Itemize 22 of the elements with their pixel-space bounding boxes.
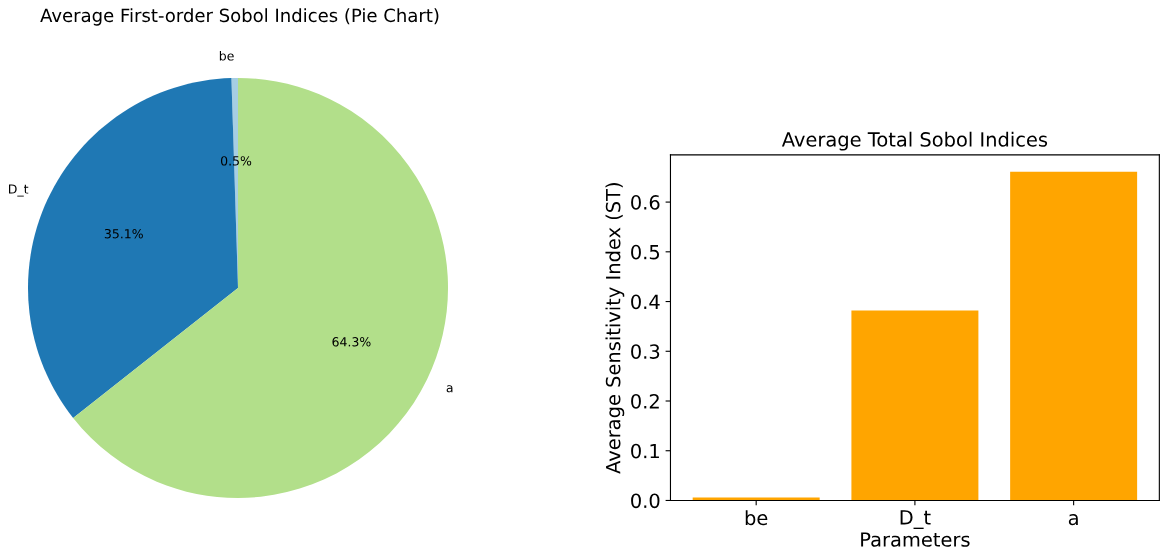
slice-label: be: [219, 50, 234, 61]
x-tick-label: D_t: [900, 510, 931, 530]
y-tick-label: 0.4: [631, 294, 660, 310]
slice-label: a: [446, 385, 453, 393]
bar: [1010, 171, 1138, 501]
y-tick-label: 0.2: [631, 393, 659, 409]
x-tick-label: be: [745, 510, 768, 526]
chart-title: Average First-order Sobol Indices (Pie Chart): [40, 8, 439, 26]
y-tick-label: 0.1: [631, 443, 659, 459]
bar: [692, 497, 820, 501]
y-tick-label: 0.0: [631, 493, 660, 509]
y-tick-label: 0.5: [631, 244, 660, 260]
chart-title: Average Total Sobol Indices: [781, 131, 1048, 151]
data-label: 35.1%: [104, 228, 143, 239]
data-label: 64.3%: [332, 337, 371, 347]
bar: [851, 310, 979, 501]
y-tick-label: 0.3: [631, 344, 660, 359]
x-axis-title: Parameters: [861, 532, 970, 547]
y-axis-title: Average Sensitivity Index (ST): [605, 183, 625, 474]
slice-label: D_t: [9, 184, 29, 197]
x-tick-label: a: [1068, 514, 1078, 526]
y-tick-label: 0.6: [631, 195, 660, 210]
